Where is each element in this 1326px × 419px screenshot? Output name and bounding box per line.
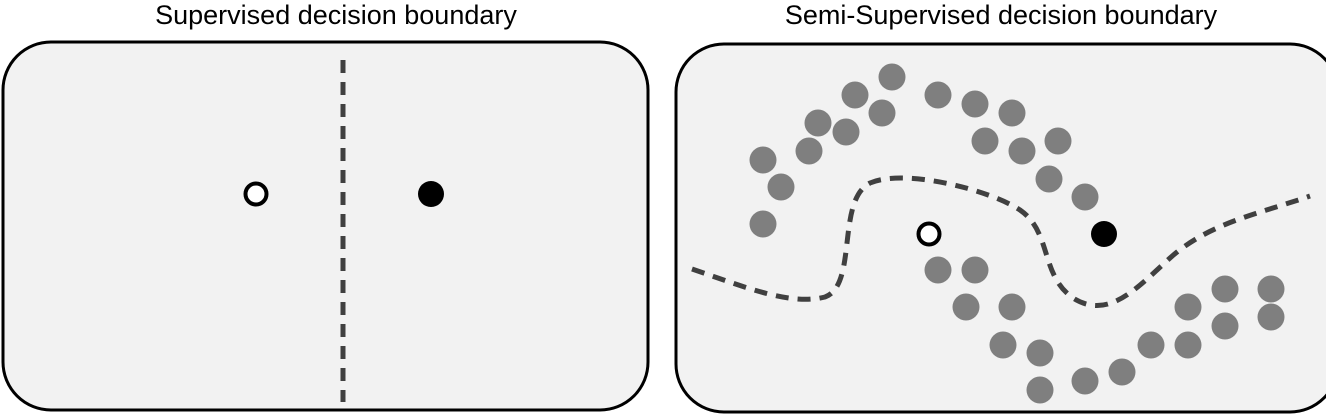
unlabeled-point <box>1108 358 1136 386</box>
unlabeled-point <box>804 109 832 137</box>
unlabeled-point <box>832 118 860 146</box>
unlabeled-point <box>1211 275 1239 303</box>
unlabeled-point <box>924 256 952 284</box>
unlabeled-point <box>1026 339 1054 367</box>
unlabeled-point <box>767 173 795 201</box>
unlabeled-point <box>1008 137 1036 165</box>
unlabeled-point <box>795 137 823 165</box>
labeled-open-point <box>243 181 269 207</box>
unlabeled-point <box>1174 331 1202 359</box>
unlabeled-point <box>1137 331 1165 359</box>
unlabeled-point <box>1044 127 1072 155</box>
semi-supervised-panel <box>674 42 1326 414</box>
unlabeled-point <box>868 99 896 127</box>
unlabeled-point <box>961 90 989 118</box>
unlabeled-point <box>998 99 1026 127</box>
supervised-panel-frame <box>1 40 650 412</box>
unlabeled-point <box>989 331 1017 359</box>
semi-supervised-decision-boundary <box>691 175 1311 309</box>
unlabeled-point <box>971 127 999 155</box>
unlabeled-point <box>1257 303 1285 331</box>
unlabeled-points <box>749 63 1285 404</box>
labeled-filled-point <box>418 181 444 207</box>
unlabeled-point <box>1211 312 1239 340</box>
unlabeled-point <box>878 63 906 91</box>
unlabeled-point <box>1071 367 1099 395</box>
unlabeled-point <box>1174 293 1202 321</box>
unlabeled-point <box>961 256 989 284</box>
unlabeled-point <box>924 81 952 109</box>
supervised-panel <box>1 40 650 412</box>
labeled-open-point <box>916 221 942 247</box>
unlabeled-point <box>1257 275 1285 303</box>
labeled-filled-point <box>1091 221 1117 247</box>
supervised-panel-title: Supervised decision boundary <box>155 0 517 30</box>
unlabeled-point <box>952 293 980 321</box>
unlabeled-point <box>1035 165 1063 193</box>
unlabeled-point <box>1026 376 1054 404</box>
unlabeled-point <box>749 210 777 238</box>
semi-supervised-panel-title: Semi-Supervised decision boundary <box>784 0 1218 30</box>
unlabeled-point <box>998 293 1026 321</box>
unlabeled-point <box>841 81 869 109</box>
unlabeled-point <box>749 146 777 174</box>
unlabeled-point <box>1071 183 1099 211</box>
